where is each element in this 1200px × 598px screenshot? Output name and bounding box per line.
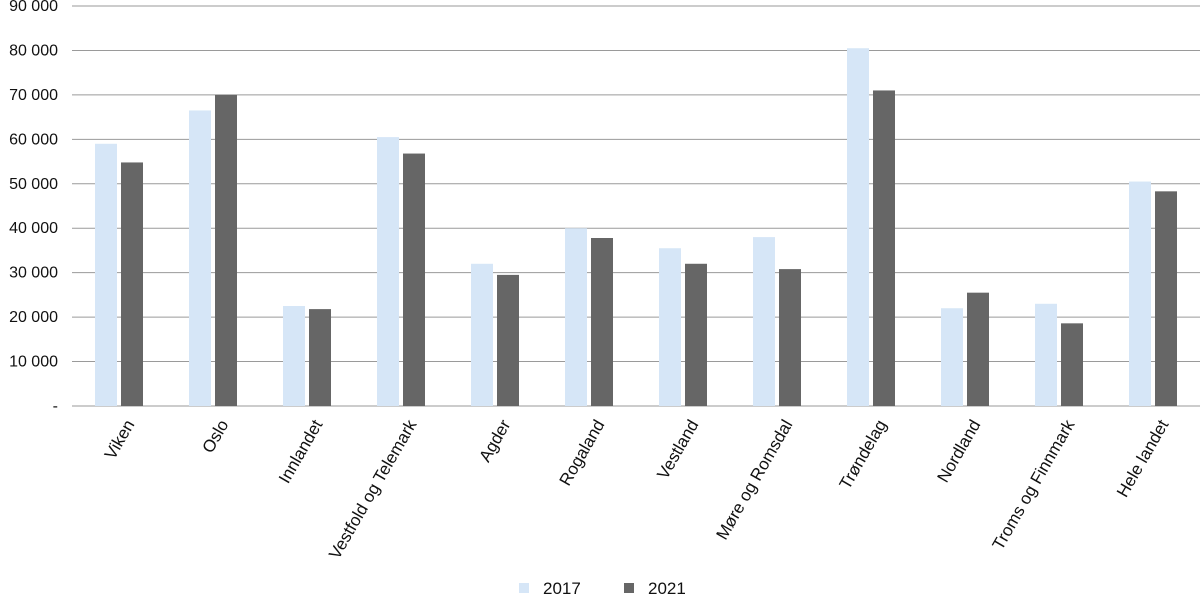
bar-2017-0 (95, 143, 117, 406)
y-tick-label: - (53, 398, 58, 415)
y-tick-label: 50 000 (9, 176, 58, 193)
category-label: Vestland (653, 417, 702, 483)
bar-2021-4 (497, 274, 519, 406)
category-label: Møre og Romsdal (712, 417, 796, 544)
category-label: Vestfold og Telemark (325, 416, 420, 562)
category-label: Hele landet (1113, 416, 1173, 500)
category-label: Trøndelag (836, 417, 891, 493)
legend-swatch-2021 (624, 583, 634, 593)
y-tick-label: 90 000 (9, 0, 58, 15)
category-label: Agder (475, 416, 514, 465)
y-axis: - 10 000 20 000 30 000 40 000 50 000 60 000 70 … (9, 0, 58, 415)
bars (95, 48, 1177, 406)
y-tick-label: 10 000 (9, 354, 58, 371)
bar-2021-9 (967, 292, 989, 406)
category-label: Rogaland (556, 417, 609, 490)
bar-2021-8 (873, 90, 895, 406)
gridlines (72, 5, 1200, 407)
bar-2021-1 (215, 94, 237, 406)
category-label: Troms og Finnmark (989, 416, 1079, 553)
legend-swatch-2017 (519, 583, 529, 593)
category-label: Viken (101, 417, 139, 463)
bar-2021-10 (1061, 323, 1083, 406)
bar-2017-3 (377, 137, 399, 406)
bar-2021-0 (121, 162, 143, 406)
y-tick-label: 20 000 (9, 309, 58, 326)
y-tick-label: 70 000 (9, 87, 58, 104)
bar-2021-7 (779, 269, 801, 406)
bar-2017-9 (941, 308, 963, 406)
bar-2021-2 (309, 309, 331, 406)
bar-2017-1 (189, 110, 211, 406)
category-label: Innlandet (275, 416, 327, 486)
bar-2017-2 (283, 306, 305, 406)
y-tick-label: 30 000 (9, 265, 58, 282)
bar-2017-7 (753, 237, 775, 406)
legend-label: 2017 (543, 579, 581, 598)
bar-2021-3 (403, 153, 425, 406)
bar-2017-4 (471, 263, 493, 406)
bar-2021-11 (1155, 191, 1177, 406)
y-tick-label: 80 000 (9, 42, 58, 59)
bar-2017-8 (847, 48, 869, 406)
bar-2017-11 (1129, 181, 1151, 406)
category-label: Oslo (199, 417, 233, 457)
bar-2017-6 (659, 248, 681, 406)
category-label: Nordland (934, 417, 985, 486)
legend-label: 2021 (648, 579, 686, 598)
y-tick-label: 60 000 (9, 131, 58, 148)
bar-2017-10 (1035, 303, 1057, 406)
bar-2021-6 (685, 263, 707, 406)
y-tick-label: 40 000 (9, 220, 58, 237)
bar-2021-5 (591, 238, 613, 406)
legend: 2017 2021 (519, 579, 686, 598)
bar-2017-5 (565, 228, 587, 406)
